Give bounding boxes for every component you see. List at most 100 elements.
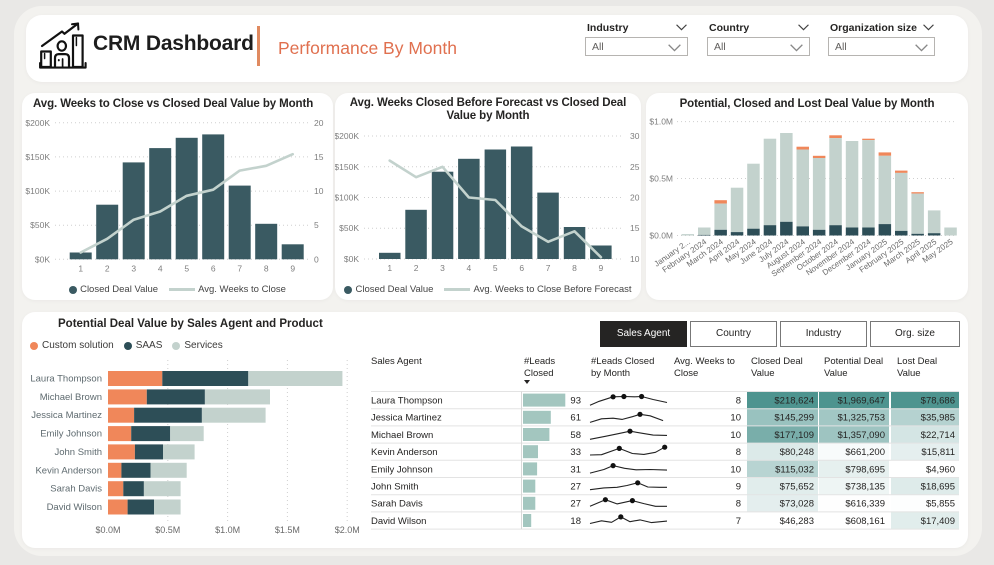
svg-text:18: 18 [570,516,581,527]
svg-text:$100K: $100K [25,186,50,196]
svg-text:$50K: $50K [30,220,50,230]
svg-text:10: 10 [630,254,640,264]
svg-text:by Month: by Month [591,368,630,379]
svg-text:$661,200: $661,200 [845,447,885,458]
svg-text:$218,624: $218,624 [774,396,814,407]
svg-text:Value: Value [751,368,775,379]
svg-text:20: 20 [314,118,324,128]
svg-text:$200K: $200K [25,118,50,128]
svg-text:25: 25 [630,162,640,172]
svg-text:0: 0 [314,254,319,264]
svg-text:Laura Thompson: Laura Thompson [371,396,443,407]
svg-text:Kevin Anderson: Kevin Anderson [35,465,102,476]
svg-text:8: 8 [572,263,577,273]
svg-text:1: 1 [78,263,83,273]
svg-text:$0K: $0K [344,254,359,264]
svg-text:$5,855: $5,855 [926,499,955,510]
svg-text:$35,985: $35,985 [921,413,955,424]
svg-text:Jessica Martinez: Jessica Martinez [371,413,442,424]
svg-text:$0.5M: $0.5M [155,525,180,535]
svg-text:31: 31 [570,464,581,475]
svg-text:Emily Johnson: Emily Johnson [40,429,102,440]
svg-text:10: 10 [730,464,741,475]
svg-text:Sarah Davis: Sarah Davis [50,484,102,495]
svg-text:8: 8 [736,447,741,458]
svg-text:4: 4 [158,263,163,273]
svg-text:$145,299: $145,299 [774,413,814,424]
svg-text:$150K: $150K [25,152,50,162]
svg-text:$0K: $0K [35,254,50,264]
svg-text:$200K: $200K [335,131,359,141]
svg-text:$22,714: $22,714 [921,430,955,441]
svg-text:8: 8 [264,263,269,273]
svg-text:$100K: $100K [335,193,359,203]
svg-text:$0.5M: $0.5M [649,174,673,184]
svg-text:$78,686: $78,686 [921,396,955,407]
svg-text:$0.0M: $0.0M [649,231,673,241]
svg-text:Jessica Martinez: Jessica Martinez [31,410,102,421]
svg-text:2: 2 [105,263,110,273]
svg-text:Close: Close [674,368,698,379]
svg-text:10: 10 [314,186,324,196]
svg-text:5: 5 [314,220,319,230]
svg-text:John Smith: John Smith [371,482,419,493]
svg-text:Sarah Davis: Sarah Davis [371,499,423,510]
svg-text:$46,283: $46,283 [780,516,814,527]
svg-text:27: 27 [570,499,581,510]
svg-text:4: 4 [467,263,472,273]
svg-text:Kevin Anderson: Kevin Anderson [371,447,438,458]
svg-text:33: 33 [570,447,581,458]
svg-text:15: 15 [630,223,640,233]
svg-text:#Leads: #Leads [524,356,555,367]
svg-text:8: 8 [736,396,741,407]
svg-text:27: 27 [570,482,581,493]
svg-text:$798,695: $798,695 [845,464,885,475]
svg-text:61: 61 [570,413,581,424]
svg-text:$177,109: $177,109 [774,430,814,441]
svg-text:$115,032: $115,032 [775,464,814,475]
svg-text:John Smith: John Smith [54,447,102,458]
svg-text:$738,135: $738,135 [845,482,885,493]
svg-text:$608,161: $608,161 [845,516,885,527]
svg-text:15: 15 [314,152,324,162]
svg-text:$18,695: $18,695 [921,482,955,493]
svg-text:$1,357,090: $1,357,090 [837,430,885,441]
svg-text:9: 9 [599,263,604,273]
svg-text:$1.5M: $1.5M [275,525,300,535]
svg-text:Michael Brown: Michael Brown [40,392,102,403]
svg-text:Sales Agent: Sales Agent [371,356,422,367]
svg-text:$50K: $50K [339,223,359,233]
svg-text:Closed: Closed [524,368,554,379]
svg-text:1: 1 [387,263,392,273]
svg-text:$1.0M: $1.0M [649,117,673,127]
svg-text:$0.0M: $0.0M [95,525,120,535]
svg-text:$1,325,753: $1,325,753 [837,413,885,424]
svg-text:20: 20 [630,193,640,203]
svg-text:93: 93 [570,396,581,407]
svg-text:7: 7 [546,263,551,273]
svg-text:30: 30 [630,131,640,141]
svg-text:Emily Johnson: Emily Johnson [371,464,433,475]
svg-text:Closed Deal: Closed Deal [751,356,803,367]
svg-text:$75,652: $75,652 [780,482,814,493]
svg-text:Laura Thompson: Laura Thompson [30,374,102,385]
svg-text:Lost Deal: Lost Deal [897,356,937,367]
svg-text:$150K: $150K [335,162,359,172]
svg-text:David Wilson: David Wilson [371,516,426,527]
svg-text:58: 58 [570,430,581,441]
svg-text:$4,960: $4,960 [926,464,955,475]
svg-text:6: 6 [519,263,524,273]
svg-text:Potential Deal: Potential Deal [824,356,883,367]
svg-text:10: 10 [730,430,741,441]
svg-text:6: 6 [211,263,216,273]
svg-text:Michael Brown: Michael Brown [371,430,433,441]
svg-text:$2.0M: $2.0M [335,525,360,535]
svg-text:8: 8 [736,499,741,510]
svg-text:$17,409: $17,409 [921,516,955,527]
svg-text:7: 7 [736,516,741,527]
svg-text:5: 5 [493,263,498,273]
svg-text:2: 2 [414,263,419,273]
svg-text:Avg. Weeks to: Avg. Weeks to [674,356,735,367]
svg-text:$1.0M: $1.0M [215,525,240,535]
svg-text:$15,811: $15,811 [921,447,955,458]
